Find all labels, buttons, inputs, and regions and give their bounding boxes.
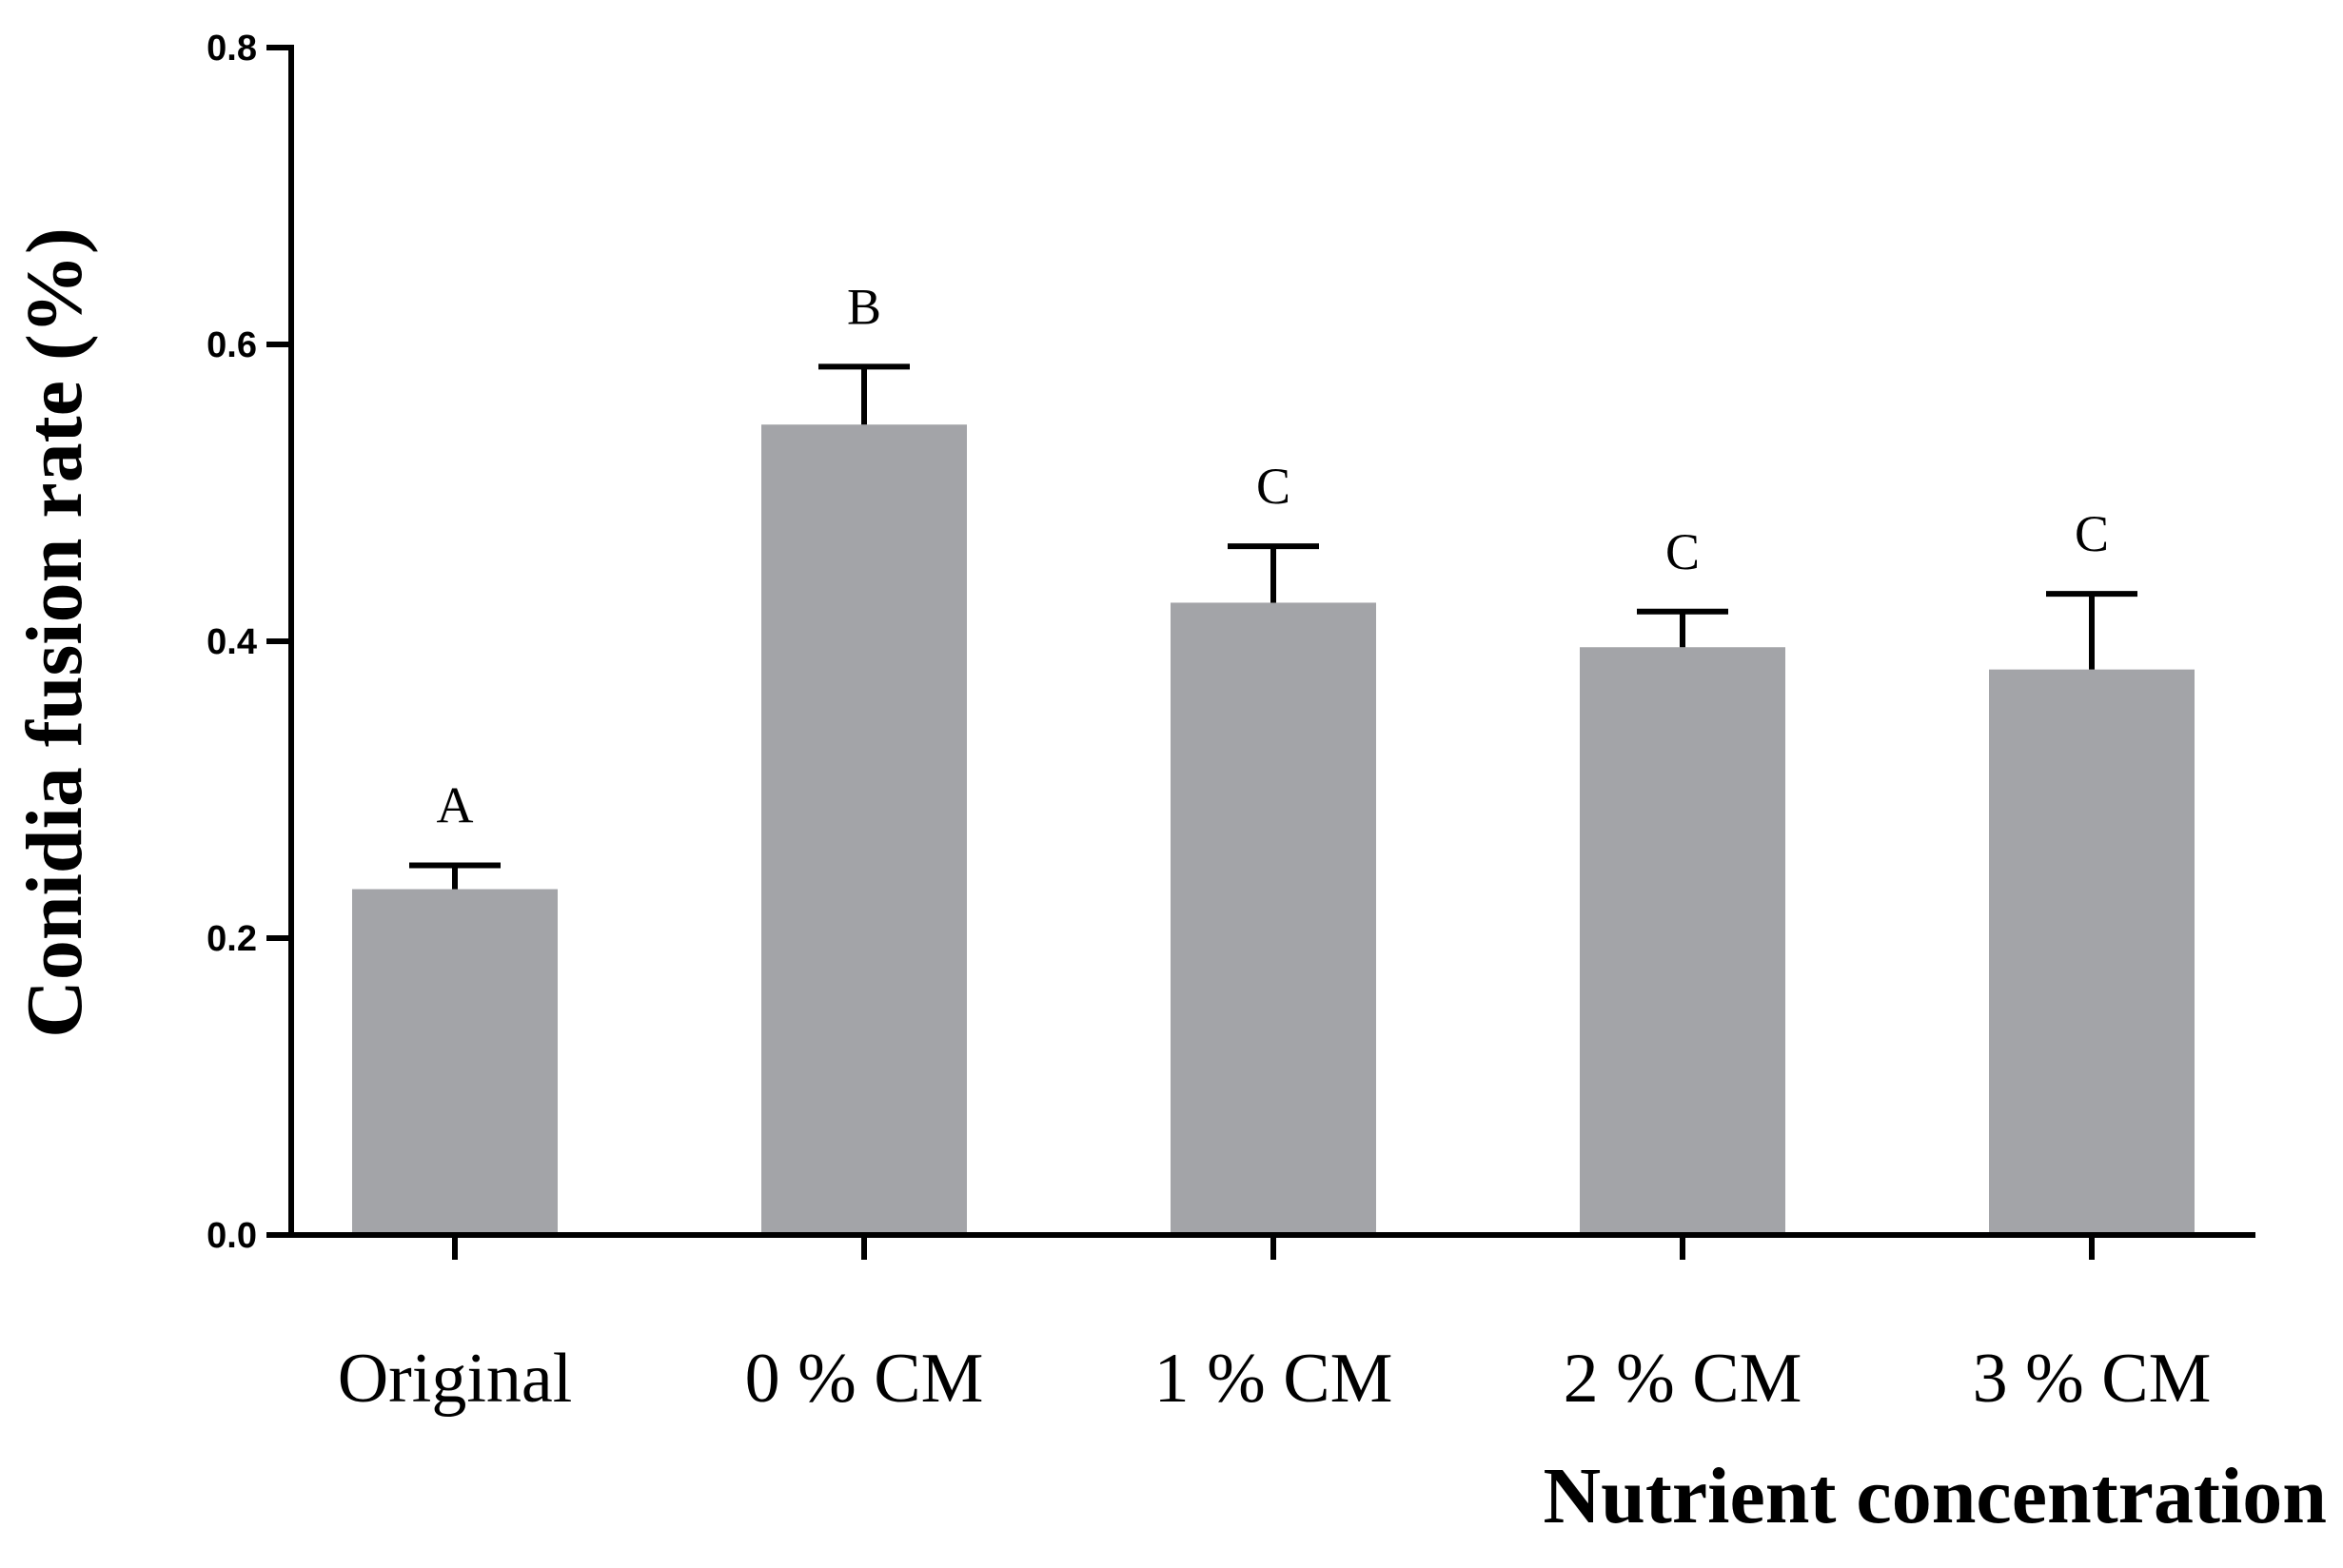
y-tick-label-2: 0.4 (207, 622, 257, 662)
x-tick-label-2: 1 % CM (1154, 1340, 1393, 1418)
x-tick-label-1: 0 % CM (745, 1340, 984, 1418)
significance-labels-group: A B C C C (437, 278, 2110, 833)
significance-label-2: C (1256, 458, 1290, 515)
bar-3 (1580, 647, 1785, 1235)
bar-2 (1171, 602, 1376, 1235)
y-tick-label-4: 0.8 (207, 29, 257, 69)
y-ticks-group: 0.0 0.2 0.4 0.6 0.8 (207, 29, 291, 1256)
bar-0 (352, 889, 558, 1235)
bars-group (352, 424, 2195, 1235)
significance-label-0: A (437, 777, 474, 834)
x-ticks-group: Original 0 % CM 1 % CM 2 % CM 3 % CM (338, 1235, 2212, 1418)
x-tick-label-3: 2 % CM (1564, 1340, 1802, 1418)
x-tick-label-0: Original (338, 1340, 573, 1418)
error-bars-group (409, 363, 2137, 890)
bar-4 (1989, 669, 2195, 1235)
significance-label-4: C (2075, 505, 2109, 562)
y-axis-title: Conidia fusion rate (%) (10, 227, 99, 1038)
significance-label-1: B (847, 278, 881, 335)
y-tick-label-3: 0.6 (207, 325, 257, 365)
x-axis-title: Nutrient concentration (1543, 1452, 2327, 1540)
bar-1 (761, 424, 967, 1235)
x-tick-label-4: 3 % CM (1973, 1340, 2212, 1418)
significance-label-3: C (1665, 523, 1700, 580)
y-tick-label-0: 0.0 (207, 1216, 257, 1256)
y-tick-label-1: 0.2 (207, 919, 257, 959)
